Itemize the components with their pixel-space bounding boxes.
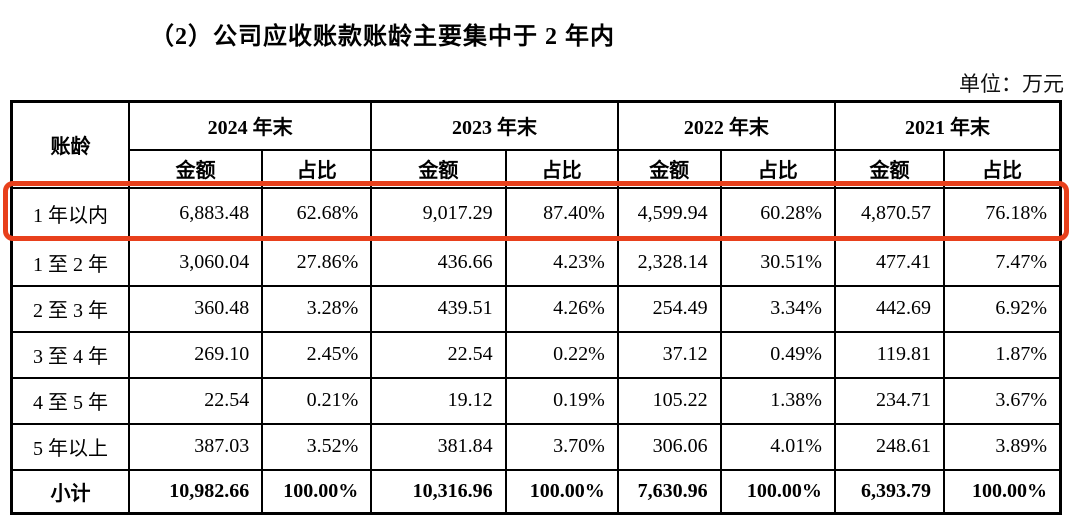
table-cell: 306.06 [616, 422, 722, 471]
table-cell: 3.89% [943, 422, 1062, 471]
row-label: 3 至 4 年 [10, 330, 130, 379]
table-cell: 4.01% [719, 422, 836, 471]
header-ratio: 占比 [719, 148, 836, 189]
table-cell: 3.28% [261, 284, 373, 333]
table-cell: 22.54 [370, 330, 507, 379]
header-year-2022: 2022 年末 [616, 100, 836, 151]
table-row-over-5yr: 5 年以上 387.03 3.52% 381.84 3.70% 306.06 4… [10, 422, 1062, 471]
table-cell: 269.10 [127, 330, 264, 379]
header-aging: 账龄 [10, 100, 130, 189]
table-cell: 477.41 [833, 238, 946, 287]
table-row-1-2yr: 1 至 2 年 3,060.04 27.86% 436.66 4.23% 2,3… [10, 238, 1062, 287]
table-cell: 2,328.14 [616, 238, 722, 287]
table-cell: 0.22% [504, 330, 619, 379]
table-cell: 2.45% [261, 330, 373, 379]
header-year-2021: 2021 年末 [833, 100, 1062, 151]
table-cell: 30.51% [719, 238, 836, 287]
table-cell: 60.28% [719, 186, 836, 241]
row-label: 4 至 5 年 [10, 376, 130, 425]
table-cell: 19.12 [370, 376, 507, 425]
table-cell: 22.54 [127, 376, 264, 425]
table-cell: 6,393.79 [833, 468, 946, 515]
header-ratio: 占比 [504, 148, 619, 189]
table-cell: 387.03 [127, 422, 264, 471]
table-cell: 100.00% [261, 468, 373, 515]
header-amount: 金额 [833, 148, 946, 189]
section-title: （2）公司应收账款账龄主要集中于 2 年内 [150, 24, 615, 50]
table-row-2-3yr: 2 至 3 年 360.48 3.28% 439.51 4.26% 254.49… [10, 284, 1062, 333]
header-ratio: 占比 [943, 148, 1062, 189]
table-cell: 7,630.96 [616, 468, 722, 515]
table-cell: 62.68% [261, 186, 373, 241]
table-cell: 4.26% [504, 284, 619, 333]
table-cell: 10,982.66 [127, 468, 264, 515]
table-cell: 3.67% [943, 376, 1062, 425]
table-cell: 9,017.29 [370, 186, 507, 241]
aging-table: 账龄 2024 年末 2023 年末 2022 年末 2021 年末 金额 占比… [10, 100, 1062, 515]
table-header-years: 账龄 2024 年末 2023 年末 2022 年末 2021 年末 [10, 100, 1062, 189]
table-header-sub: 金额 占比 金额 占比 金额 占比 金额 占比 [12, 148, 1062, 189]
table-cell: 4,870.57 [833, 186, 946, 241]
table-cell: 76.18% [943, 186, 1062, 241]
table-cell: 119.81 [833, 330, 946, 379]
table-cell: 6,883.48 [127, 186, 264, 241]
table-cell: 27.86% [261, 238, 373, 287]
table-cell: 248.61 [833, 422, 946, 471]
table-cell: 10,316.96 [370, 468, 507, 515]
table-cell: 4,599.94 [616, 186, 722, 241]
table-row-subtotal: 小计 10,982.66 100.00% 10,316.96 100.00% 7… [10, 468, 1062, 515]
table-cell: 360.48 [127, 284, 264, 333]
table-cell: 3.70% [504, 422, 619, 471]
table-cell: 436.66 [370, 238, 507, 287]
table-cell: 100.00% [943, 468, 1062, 515]
header-amount: 金额 [127, 148, 264, 189]
table-cell: 1.87% [943, 330, 1062, 379]
row-label: 小计 [10, 468, 130, 515]
row-label: 1 至 2 年 [10, 238, 130, 287]
table-cell: 439.51 [370, 284, 507, 333]
row-label: 1 年以内 [10, 186, 130, 241]
header-amount: 金额 [370, 148, 507, 189]
header-year-2023: 2023 年末 [370, 100, 619, 151]
table-cell: 442.69 [833, 284, 946, 333]
table-cell: 3.34% [719, 284, 836, 333]
row-label: 2 至 3 年 [10, 284, 130, 333]
table-cell: 381.84 [370, 422, 507, 471]
table-cell: 234.71 [833, 376, 946, 425]
table-cell: 37.12 [616, 330, 722, 379]
table-cell: 0.49% [719, 330, 836, 379]
row-label: 5 年以上 [10, 422, 130, 471]
table-cell: 3,060.04 [127, 238, 264, 287]
table-cell: 1.38% [719, 376, 836, 425]
table-row-within-1yr: 1 年以内 6,883.48 62.68% 9,017.29 87.40% 4,… [10, 186, 1062, 241]
table-cell: 105.22 [616, 376, 722, 425]
table-cell: 6.92% [943, 284, 1062, 333]
table-cell: 254.49 [616, 284, 722, 333]
table-cell: 100.00% [719, 468, 836, 515]
table-cell: 7.47% [943, 238, 1062, 287]
unit-label: 单位：万元 [959, 72, 1064, 96]
table-cell: 87.40% [504, 186, 619, 241]
table-cell: 3.52% [261, 422, 373, 471]
table-cell: 0.21% [261, 376, 373, 425]
table-cell: 100.00% [504, 468, 619, 515]
table-row-4-5yr: 4 至 5 年 22.54 0.21% 19.12 0.19% 105.22 1… [10, 376, 1062, 425]
header-year-2024: 2024 年末 [127, 100, 373, 151]
table-cell: 4.23% [504, 238, 619, 287]
header-amount: 金额 [616, 148, 722, 189]
table-row-3-4yr: 3 至 4 年 269.10 2.45% 22.54 0.22% 37.12 0… [10, 330, 1062, 379]
table-cell: 0.19% [504, 376, 619, 425]
header-ratio: 占比 [261, 148, 373, 189]
